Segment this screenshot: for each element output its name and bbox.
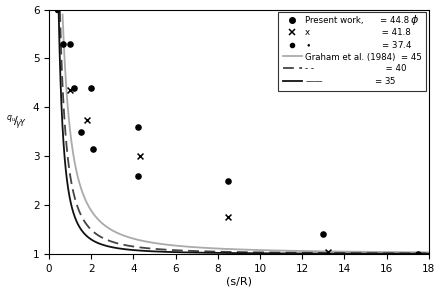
Point: [90, 147, 97, 151]
Point: [225, 215, 232, 220]
X-axis label: (s/R): (s/R): [226, 277, 252, 286]
Text: $\phi$: $\phi$: [410, 13, 419, 27]
Point: [77, 129, 84, 134]
Point: [67, 41, 74, 46]
Point: [136, 154, 143, 159]
Point: [134, 124, 141, 129]
Point: [225, 178, 232, 183]
Point: [320, 232, 327, 237]
Point: [88, 86, 95, 90]
Legend: Present work,      = 44.8, x                          = 41.8, $\bullet$         : Present work, = 44.8, x = 41.8, $\bullet…: [278, 12, 426, 91]
Point: [53, 7, 60, 12]
Point: [71, 86, 78, 90]
Point: [67, 88, 74, 93]
Point: [415, 252, 422, 256]
Point: [59, 41, 66, 46]
Point: [324, 249, 331, 254]
Y-axis label: $^{q_u}\!/\!_{\gamma Y}$: $^{q_u}\!/\!_{\gamma Y}$: [6, 113, 26, 132]
Point: [83, 117, 90, 122]
Point: [134, 173, 141, 178]
